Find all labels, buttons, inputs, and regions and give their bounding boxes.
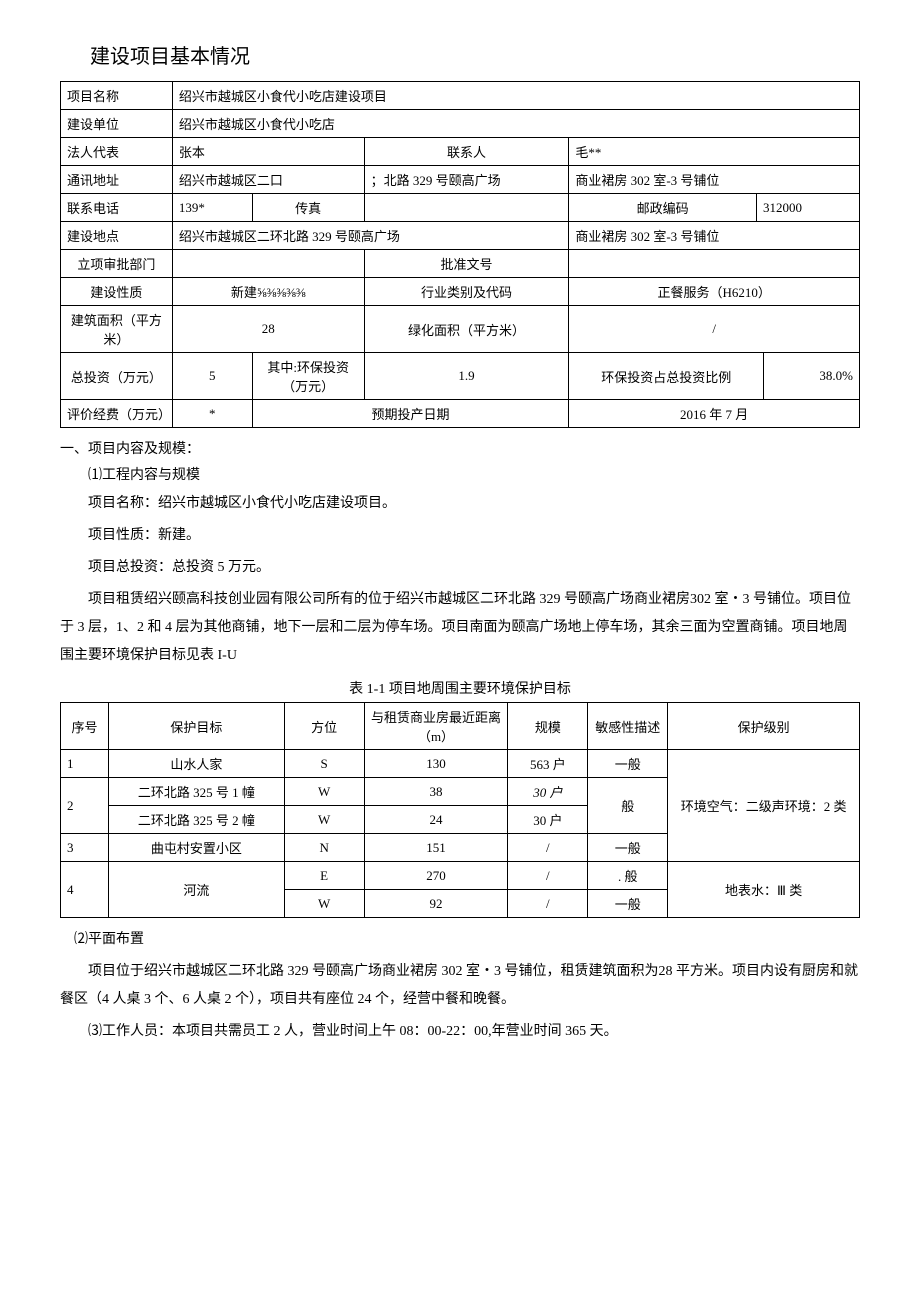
label-industry: 行业类别及代码 (364, 278, 569, 306)
value-site-1: 绍兴市越城区二环北路 329 号颐高广场 (172, 222, 568, 250)
th-dist: 与租赁商业房最近距离（m） (364, 703, 508, 750)
value-approval-no (569, 250, 860, 278)
row2b-dist: 24 (364, 806, 508, 834)
label-total-invest: 总投资（万元） (61, 353, 173, 400)
row4a-dist: 270 (364, 862, 508, 890)
para-total-invest: 项目总投资：总投资 5 万元。 (60, 554, 860, 582)
row4b-scale: / (508, 890, 588, 918)
env-protection-table: 序号 保护目标 方位 与租赁商业房最近距离（m） 规模 敏感性描述 保护级别 1… (60, 702, 860, 918)
value-legal-rep: 张本 (172, 138, 364, 166)
value-address-1: 绍兴市越城区二口 (172, 166, 364, 194)
project-info-table: 项目名称 绍兴市越城区小食代小吃店建设项目 建设单位 绍兴市越城区小食代小吃店 … (60, 81, 860, 428)
row1-target: 山水人家 (108, 750, 284, 778)
value-postal: 312000 (756, 194, 859, 222)
row3-sens: 一般 (588, 834, 668, 862)
row1-sens: 一般 (588, 750, 668, 778)
row4b-sens: 一般 (588, 890, 668, 918)
row3-seq: 3 (61, 834, 109, 862)
subsection-1: ⑴工程内容与规模 (60, 464, 860, 484)
value-build-area: 28 (172, 306, 364, 353)
th-level: 保护级别 (668, 703, 860, 750)
page-title: 建设项目基本情况 (60, 40, 860, 69)
th-sens: 敏感性描述 (588, 703, 668, 750)
para-lease-desc: 项目租赁绍兴颐高科技创业园有限公司所有的位于绍兴市越城区二环北路 329 号颐高… (60, 586, 860, 670)
label-legal-rep: 法人代表 (61, 138, 173, 166)
para-staff: ⑶工作人员：本项目共需员工 2 人，营业时间上午 08：00-22：00,年营业… (60, 1018, 860, 1046)
row3-dist: 151 (364, 834, 508, 862)
row2a-dist: 38 (364, 778, 508, 806)
row1-seq: 1 (61, 750, 109, 778)
row2a-dir: W (284, 778, 364, 806)
label-site: 建设地点 (61, 222, 173, 250)
label-start-date: 预期投产日期 (252, 400, 569, 428)
row3-dir: N (284, 834, 364, 862)
th-dir: 方位 (284, 703, 364, 750)
value-nature: 新建⅝⅜⅜⅜⅜ (172, 278, 364, 306)
row4b-dir: W (284, 890, 364, 918)
label-green-area: 绿化面积（平方米） (364, 306, 569, 353)
label-build-unit: 建设单位 (61, 110, 173, 138)
th-target: 保护目标 (108, 703, 284, 750)
row2b-scale: 30 户 (508, 806, 588, 834)
row4-seq: 4 (61, 862, 109, 918)
env-table-caption: 表 1-1 项目地周围主要环境保护目标 (60, 678, 860, 698)
para-project-name: 项目名称：绍兴市越城区小食代小吃店建设项目。 (60, 490, 860, 518)
row3-target: 曲屯村安置小区 (108, 834, 284, 862)
label-approval-dept: 立项审批部门 (61, 250, 173, 278)
value-address-2: ；北路 329 号颐高广场 (364, 166, 569, 194)
row4a-sens: . 般 (588, 862, 668, 890)
row4a-scale: / (508, 862, 588, 890)
th-scale: 规模 (508, 703, 588, 750)
value-total-invest: 5 (172, 353, 252, 400)
label-eval-fee: 评价经费（万元） (61, 400, 173, 428)
value-contact-person: 毛** (569, 138, 860, 166)
row2-seq: 2 (61, 778, 109, 834)
value-eval-fee: * (172, 400, 252, 428)
row2b-dir: W (284, 806, 364, 834)
row1-dir: S (284, 750, 364, 778)
row2a-scale: 30 户 (508, 778, 588, 806)
value-env-invest: 1.9 (364, 353, 569, 400)
value-site-2: 商业裙房 302 室-3 号铺位 (569, 222, 860, 250)
label-env-invest: 其中:环保投资（万元） (252, 353, 364, 400)
value-approval-dept (172, 250, 364, 278)
row2-sens: 般 (588, 778, 668, 834)
label-postal: 邮政编码 (569, 194, 757, 222)
th-seq: 序号 (61, 703, 109, 750)
label-contact-person: 联系人 (364, 138, 569, 166)
row2b-target: 二环北路 325 号 2 幢 (108, 806, 284, 834)
value-project-name: 绍兴市越城区小食代小吃店建设项目 (172, 82, 859, 110)
label-fax: 传真 (252, 194, 364, 222)
label-project-name: 项目名称 (61, 82, 173, 110)
row4b-dist: 92 (364, 890, 508, 918)
value-phone: 139* (172, 194, 252, 222)
level-water: 地表水：Ⅲ 类 (668, 862, 860, 918)
value-fax (364, 194, 569, 222)
row1-scale: 563 户 (508, 750, 588, 778)
level-air-sound: 环境空气：二级声环境：2 类 (668, 750, 860, 862)
para-project-nature: 项目性质：新建。 (60, 522, 860, 550)
value-address-3: 商业裙房 302 室-3 号铺位 (569, 166, 860, 194)
value-build-unit: 绍兴市越城区小食代小吃店 (172, 110, 859, 138)
section-1-heading: 一、项目内容及规模： (60, 438, 860, 458)
label-phone: 联系电话 (61, 194, 173, 222)
para-layout: 项目位于绍兴市越城区二环北路 329 号颐高广场商业裙房 302 室・3 号铺位… (60, 958, 860, 1014)
label-approval-no: 批准文号 (364, 250, 569, 278)
row2a-target: 二环北路 325 号 1 幢 (108, 778, 284, 806)
value-green-area: / (569, 306, 860, 353)
label-address: 通讯地址 (61, 166, 173, 194)
row4a-dir: E (284, 862, 364, 890)
subsection-2: ⑵平面布置 (60, 926, 860, 954)
label-build-area: 建筑面积（平方米） (61, 306, 173, 353)
row3-scale: / (508, 834, 588, 862)
row1-dist: 130 (364, 750, 508, 778)
row4-target: 河流 (108, 862, 284, 918)
label-nature: 建设性质 (61, 278, 173, 306)
value-industry: 正餐服务（H6210） (569, 278, 860, 306)
value-env-ratio: 38.0% (764, 353, 860, 400)
value-start-date: 2016 年 7 月 (569, 400, 860, 428)
label-env-ratio: 环保投资占总投资比例 (569, 353, 764, 400)
